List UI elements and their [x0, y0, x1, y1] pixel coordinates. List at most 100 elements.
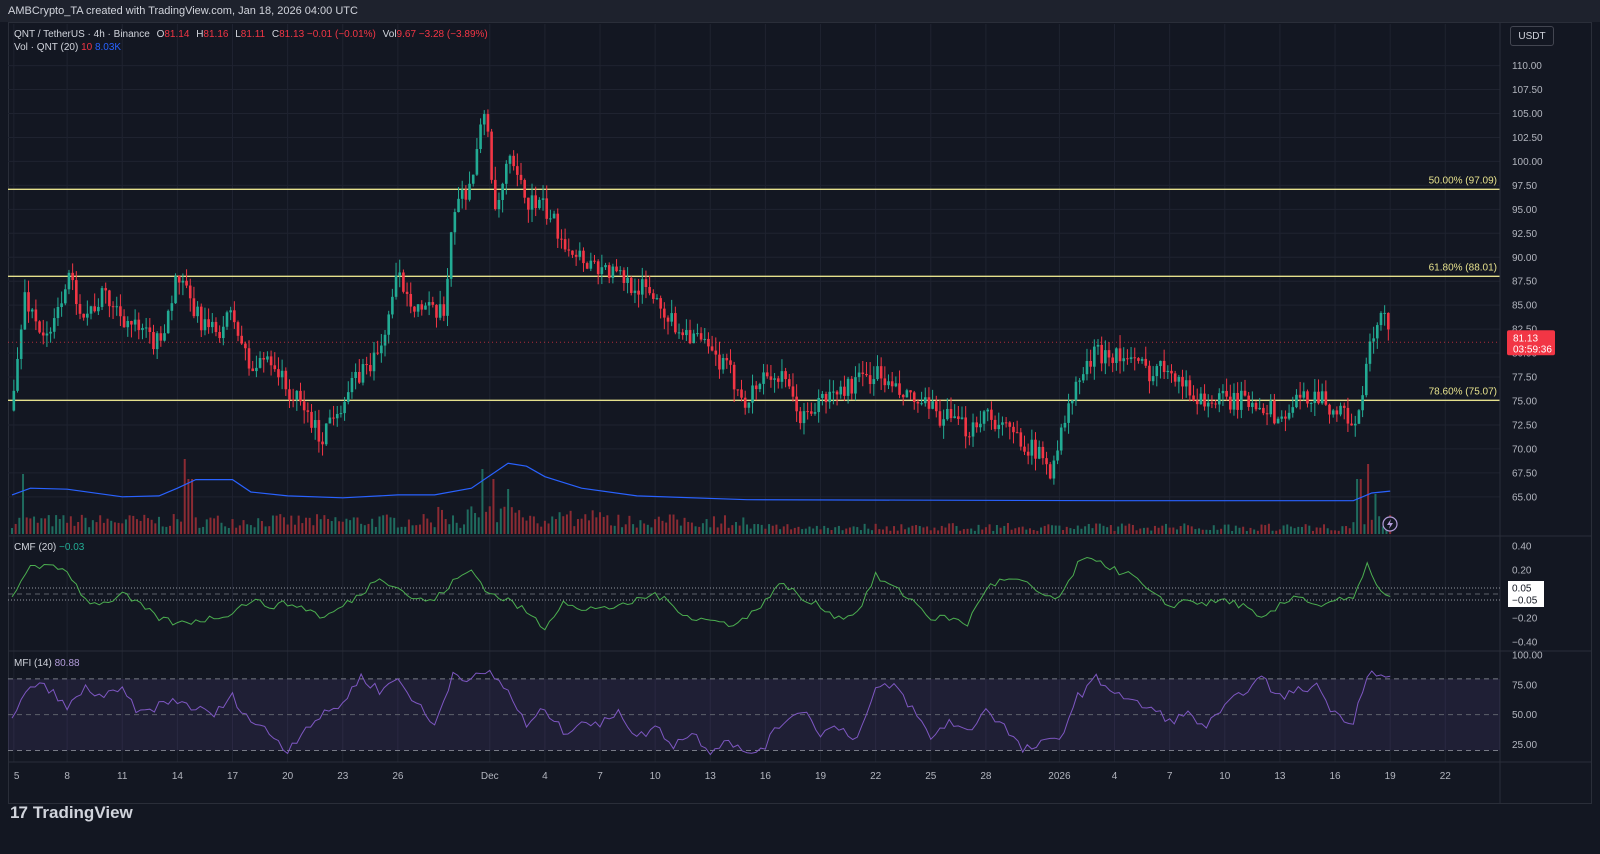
volume-bar [470, 506, 473, 534]
cmf-line [11, 556, 1391, 631]
cmf-axis: 0.40 0.20 −0.20 −0.40 0.05−0.05 [1508, 542, 1544, 649]
volume-bar [657, 516, 660, 534]
volume-bar [900, 524, 903, 534]
volume-bar [547, 523, 550, 534]
volume-bar [668, 514, 671, 534]
volume-bar [154, 523, 157, 534]
volume-bar [1120, 523, 1123, 534]
candle-body [490, 131, 493, 180]
candle-body [626, 277, 629, 283]
candle-body [677, 332, 681, 334]
candle-body [549, 218, 552, 220]
alert-bolt-icon[interactable] [1382, 516, 1398, 532]
candle-body [1240, 390, 1243, 410]
candle-body [560, 238, 563, 240]
candle-body [773, 378, 776, 380]
candle-body [93, 306, 96, 312]
volume-bar [1102, 525, 1105, 534]
candle-body [324, 423, 328, 445]
candle-body [1269, 400, 1273, 415]
candle-body [493, 179, 497, 210]
candle-body [828, 391, 832, 403]
volume-bar [1095, 523, 1098, 534]
volume-bar [150, 519, 153, 534]
brand-name: TradingView [32, 803, 133, 822]
volume-bar [569, 510, 572, 534]
volume-bar [834, 527, 837, 534]
time-tick-label: 14 [172, 771, 184, 782]
volume-bar [176, 519, 179, 534]
volume-bar [1315, 527, 1318, 534]
volume-bar [551, 516, 554, 534]
candle-body [1375, 325, 1379, 339]
candle-body [181, 280, 185, 283]
volume-bar [915, 525, 918, 534]
volume-bar [507, 489, 510, 534]
candle-body [34, 309, 38, 322]
volume-bar [599, 512, 602, 534]
candle-body [971, 422, 975, 437]
candle-body [835, 391, 839, 395]
volume-bar [356, 517, 359, 534]
volume-bar [242, 520, 245, 534]
candle-body [1041, 446, 1045, 459]
volume-bar [1381, 526, 1384, 534]
vol-value: 9.67 [396, 29, 417, 40]
volume-bar [654, 519, 657, 534]
volume-bar [499, 508, 502, 534]
candle-body [273, 365, 277, 370]
time-tick-label: 5 [14, 771, 20, 782]
candle-body [890, 381, 894, 387]
volume-bar [422, 514, 425, 534]
candle-body [1192, 395, 1195, 401]
price-legend: QNT / TetherUS · 4h · Binance O81.14 H81… [14, 29, 488, 40]
candle-body [1225, 390, 1228, 397]
volume-bar [870, 530, 873, 534]
candle-body [710, 346, 714, 351]
volume-bar [485, 511, 488, 534]
candle-body [563, 239, 567, 250]
volume-bar [44, 518, 47, 534]
candle-body [1210, 402, 1214, 404]
volume-bar [793, 527, 796, 534]
volume-bar [1304, 524, 1307, 534]
volume-bar [264, 526, 267, 534]
volume-bar [213, 518, 216, 534]
volume-bar [1256, 530, 1259, 534]
volume-bar [1282, 525, 1285, 534]
volume-bar [40, 518, 43, 534]
candle-body [130, 320, 133, 325]
volume-bar [1271, 530, 1274, 534]
volume-bar [33, 516, 36, 534]
price-tick-label: 72.50 [1512, 420, 1537, 431]
volume-bar [1087, 523, 1090, 534]
candle-body [1089, 360, 1092, 367]
candle-body [688, 330, 692, 344]
candle-body [618, 270, 622, 272]
candle-body [1320, 391, 1324, 404]
close-value: 81.13 [279, 29, 305, 40]
currency-button[interactable]: USDT [1510, 26, 1554, 46]
volume-bar [1209, 529, 1212, 534]
volume-bar [690, 522, 693, 534]
candle-body [894, 383, 898, 387]
candle-body [1258, 407, 1261, 410]
volume-bar [139, 520, 142, 534]
candle-body [571, 250, 574, 255]
volume-bar [1198, 528, 1201, 534]
candle-body [920, 403, 923, 405]
candle-body [1052, 460, 1056, 479]
volume-bar [400, 526, 403, 534]
volume-bar [1356, 479, 1359, 534]
candle-body [655, 298, 659, 300]
tradingview-brand[interactable]: 17 TradingView [10, 803, 133, 822]
candle-body [244, 343, 247, 349]
symbol-label: QNT / TetherUS · 4h · Binance [14, 29, 150, 40]
candle-body [876, 366, 879, 380]
volume-bar [999, 527, 1002, 534]
candle-body [453, 212, 457, 233]
candle-body [380, 345, 383, 354]
volume-bar [341, 521, 344, 534]
time-tick-label: 22 [870, 771, 882, 782]
